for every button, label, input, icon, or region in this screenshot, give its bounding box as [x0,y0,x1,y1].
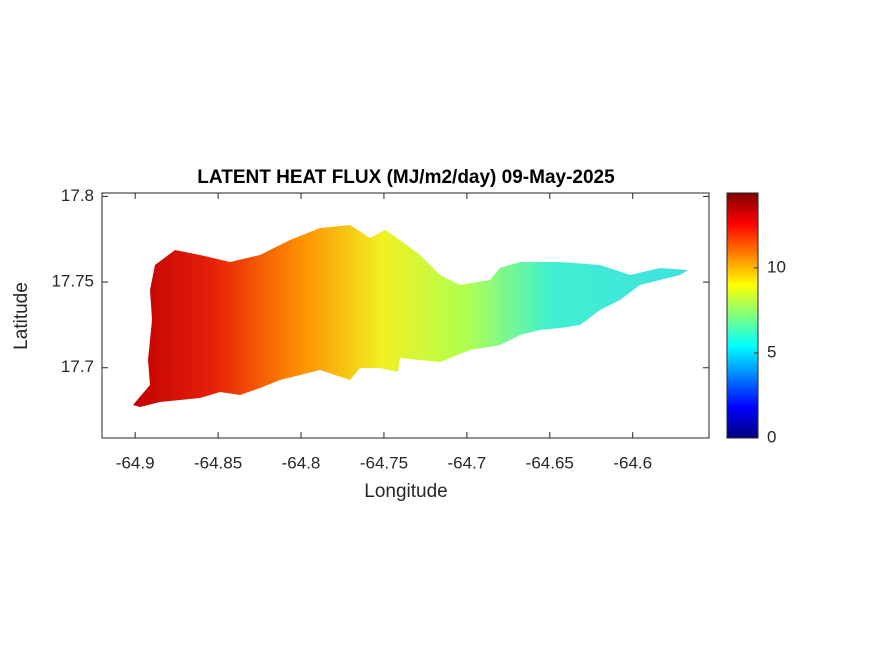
colorbar [726,192,759,439]
y-tick-label: 17.7 [61,357,94,376]
x-tick-label: -64.8 [282,453,321,472]
y-tick-label: 17.75 [51,272,94,291]
axes-box [101,192,710,439]
colorbar-tick-label: 5 [767,342,776,361]
chart-title: LATENT HEAT FLUX (MJ/m2/day) 09-May-2025 [197,167,615,188]
colorbar-tick-label: 10 [767,257,786,276]
y-axis-label: Latitude [11,282,32,350]
x-tick-label: -64.9 [116,453,155,472]
y-tick-label: 17.8 [61,186,94,205]
x-tick-label: -64.75 [360,453,408,472]
island [133,225,688,407]
colorbar-tick-label: 0 [767,427,776,446]
x-tick-label: -64.6 [613,453,652,472]
x-axis-label: Longitude [364,481,447,502]
x-tick-label: -64.7 [447,453,486,472]
x-tick-label: -64.85 [194,453,242,472]
x-tick-label: -64.65 [526,453,574,472]
